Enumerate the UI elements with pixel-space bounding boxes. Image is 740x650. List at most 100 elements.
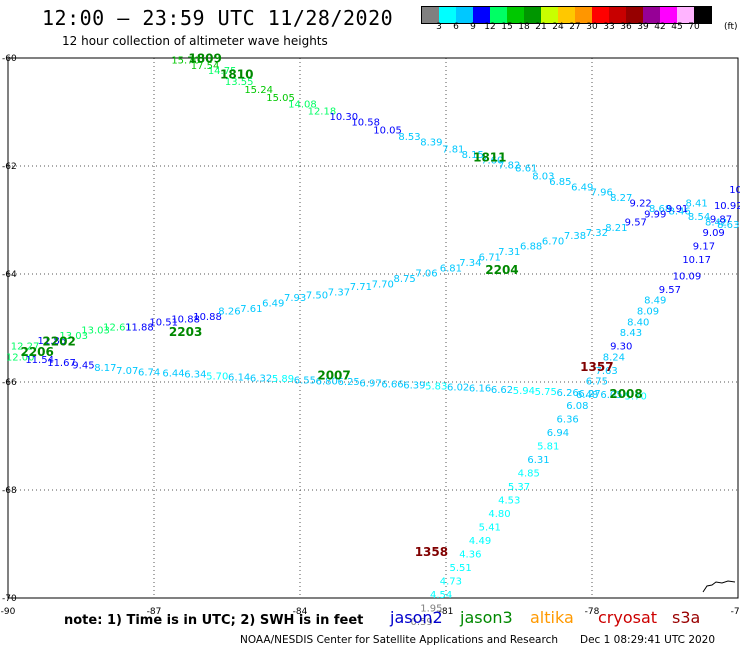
swh-value-label: 6.49 bbox=[571, 182, 593, 193]
coastline bbox=[702, 580, 736, 593]
swh-value-label: 10.58 bbox=[351, 118, 380, 129]
swh-value-label: 9.99 bbox=[644, 209, 666, 220]
y-tick-label: -62 bbox=[2, 162, 17, 172]
swh-value-label: 5.70 bbox=[625, 391, 647, 402]
swh-value-label: 6.08 bbox=[566, 401, 588, 412]
swh-value-label: 12.18 bbox=[308, 107, 337, 118]
swh-value-label: 9.22 bbox=[630, 199, 652, 210]
swh-value-label: 6.34 bbox=[184, 370, 206, 381]
swh-value-label: 9.57 bbox=[659, 285, 681, 296]
y-tick-label: -70 bbox=[2, 594, 17, 604]
swh-value-label: 6.14 bbox=[228, 372, 250, 383]
colorbar-swatch bbox=[694, 7, 711, 23]
swh-value-label: 10.88 bbox=[171, 315, 200, 326]
colorbar-label: 9 bbox=[470, 22, 476, 32]
chart-title: 12:00 – 23:59 UTC 11/28/2020 bbox=[42, 6, 394, 30]
colorbar-label: 70 bbox=[688, 22, 700, 32]
swh-value-label: 6.55 bbox=[294, 376, 316, 387]
swh-value-label: 5.41 bbox=[479, 523, 501, 534]
pass-time-label: 1809 bbox=[188, 51, 221, 65]
swh-value-label: 4.36 bbox=[459, 550, 481, 561]
swh-value-label: 5.51 bbox=[449, 563, 471, 574]
colorbar-label: 6 bbox=[453, 22, 459, 32]
satellite-cryosat: cryosat bbox=[598, 608, 658, 627]
swh-value-label: 6.94 bbox=[547, 428, 569, 439]
pass-time-label: 1358 bbox=[415, 545, 448, 559]
colorbar-swatch bbox=[558, 7, 575, 23]
colorbar-swatch bbox=[490, 7, 507, 23]
swh-value-label: 15.24 bbox=[244, 85, 273, 96]
y-tick-label: -60 bbox=[2, 54, 17, 64]
swh-value-label: 7.34 bbox=[459, 258, 481, 269]
swh-value-label: 6.88 bbox=[520, 242, 542, 253]
colorbar-swatch bbox=[609, 7, 626, 23]
swh-value-label: 10.92 bbox=[714, 201, 740, 212]
swh-value-label: 7.82 bbox=[498, 161, 520, 172]
swh-value-label: 12.61 bbox=[103, 323, 132, 334]
pass-time-label: 2202 bbox=[42, 334, 75, 348]
swh-value-label: 12.27 bbox=[11, 342, 40, 353]
colorbar-label: 45 bbox=[671, 22, 683, 32]
swh-value-label: 8.43 bbox=[620, 328, 642, 339]
swh-value-label: 6.27 bbox=[578, 389, 600, 400]
swh-value-label: 8.15 bbox=[462, 150, 484, 161]
swh-value-label: 7.06 bbox=[415, 269, 437, 280]
swh-value-label: 6.39 bbox=[403, 380, 425, 391]
satellite-jason2: jason2 bbox=[390, 608, 443, 627]
x-tick-label: -78 bbox=[585, 607, 600, 617]
swh-value-label: 9.57 bbox=[625, 217, 647, 228]
colorbar-label: 18 bbox=[518, 22, 530, 32]
swh-value-label: 6.97 bbox=[359, 378, 381, 389]
swh-value-label: 11.88 bbox=[125, 323, 154, 334]
pass-time-label: 2008 bbox=[609, 387, 642, 401]
colorbar-swatch bbox=[643, 7, 660, 23]
swh-value-label: 6.05 bbox=[600, 390, 622, 401]
swh-value-label: 8.75 bbox=[394, 274, 416, 285]
swh-value-label: 8.21 bbox=[605, 223, 627, 234]
swh-value-label: 7.32 bbox=[586, 228, 608, 239]
swh-value-label: 10.09 bbox=[673, 271, 702, 282]
swh-value-label: 8.17 bbox=[94, 363, 116, 374]
swh-value-label: 7.38 bbox=[564, 231, 586, 242]
swh-value-label: 7.61 bbox=[240, 304, 262, 315]
swh-value-label: 6.32 bbox=[250, 373, 272, 384]
x-tick-label: -84 bbox=[293, 607, 308, 617]
swh-value-label: 8.42 bbox=[705, 217, 727, 228]
colorbar-swatch bbox=[473, 7, 490, 23]
swh-value-label: 6.49 bbox=[262, 298, 284, 309]
swh-value-label: 6.36 bbox=[557, 415, 579, 426]
colorbar bbox=[421, 6, 712, 24]
colorbar-swatch bbox=[626, 7, 643, 23]
colorbar-label: 12 bbox=[484, 22, 496, 32]
pass-time-label: 1357 bbox=[580, 360, 613, 374]
swh-value-label: 7.81 bbox=[442, 145, 464, 156]
footer-credit: NOAA/NESDIS Center for Satellite Applica… bbox=[240, 634, 558, 646]
plot-frame bbox=[7, 57, 739, 599]
swh-value-label: 9.45 bbox=[72, 361, 94, 372]
swh-value-label: 6.81 bbox=[440, 263, 462, 274]
swh-value-label: 14.08 bbox=[288, 100, 317, 111]
pass-time-label: 2204 bbox=[485, 263, 518, 277]
swh-value-label: 9.17 bbox=[693, 242, 715, 253]
swh-value-label: 10.30 bbox=[329, 112, 358, 123]
swh-value-label: 4.73 bbox=[440, 577, 462, 588]
swh-value-label: 8.24 bbox=[603, 352, 625, 363]
swh-value-label: 6.85 bbox=[549, 177, 571, 188]
swh-value-label: 8.03 bbox=[532, 172, 554, 183]
swh-value-label: 10.51 bbox=[149, 317, 178, 328]
colorbar-swatch bbox=[575, 7, 592, 23]
swh-value-label: 7.50 bbox=[306, 290, 328, 301]
swh-value-label: 15.70 bbox=[171, 55, 200, 66]
colorbar-label: 15 bbox=[501, 22, 513, 32]
swh-value-label: 14.75 bbox=[208, 66, 237, 77]
colorbar-label: 42 bbox=[654, 22, 666, 32]
swh-value-label: 8.54 bbox=[688, 212, 710, 223]
swh-value-label: 0.59 bbox=[411, 617, 433, 628]
swh-value-label: 6.44 bbox=[162, 369, 184, 380]
pass-time-label: 2203 bbox=[169, 325, 202, 339]
swh-value-label: 4.54 bbox=[430, 590, 452, 601]
swh-value-label: 4.49 bbox=[469, 536, 491, 547]
y-tick-label: -64 bbox=[2, 270, 17, 280]
swh-value-label: 9.91 bbox=[666, 204, 688, 215]
